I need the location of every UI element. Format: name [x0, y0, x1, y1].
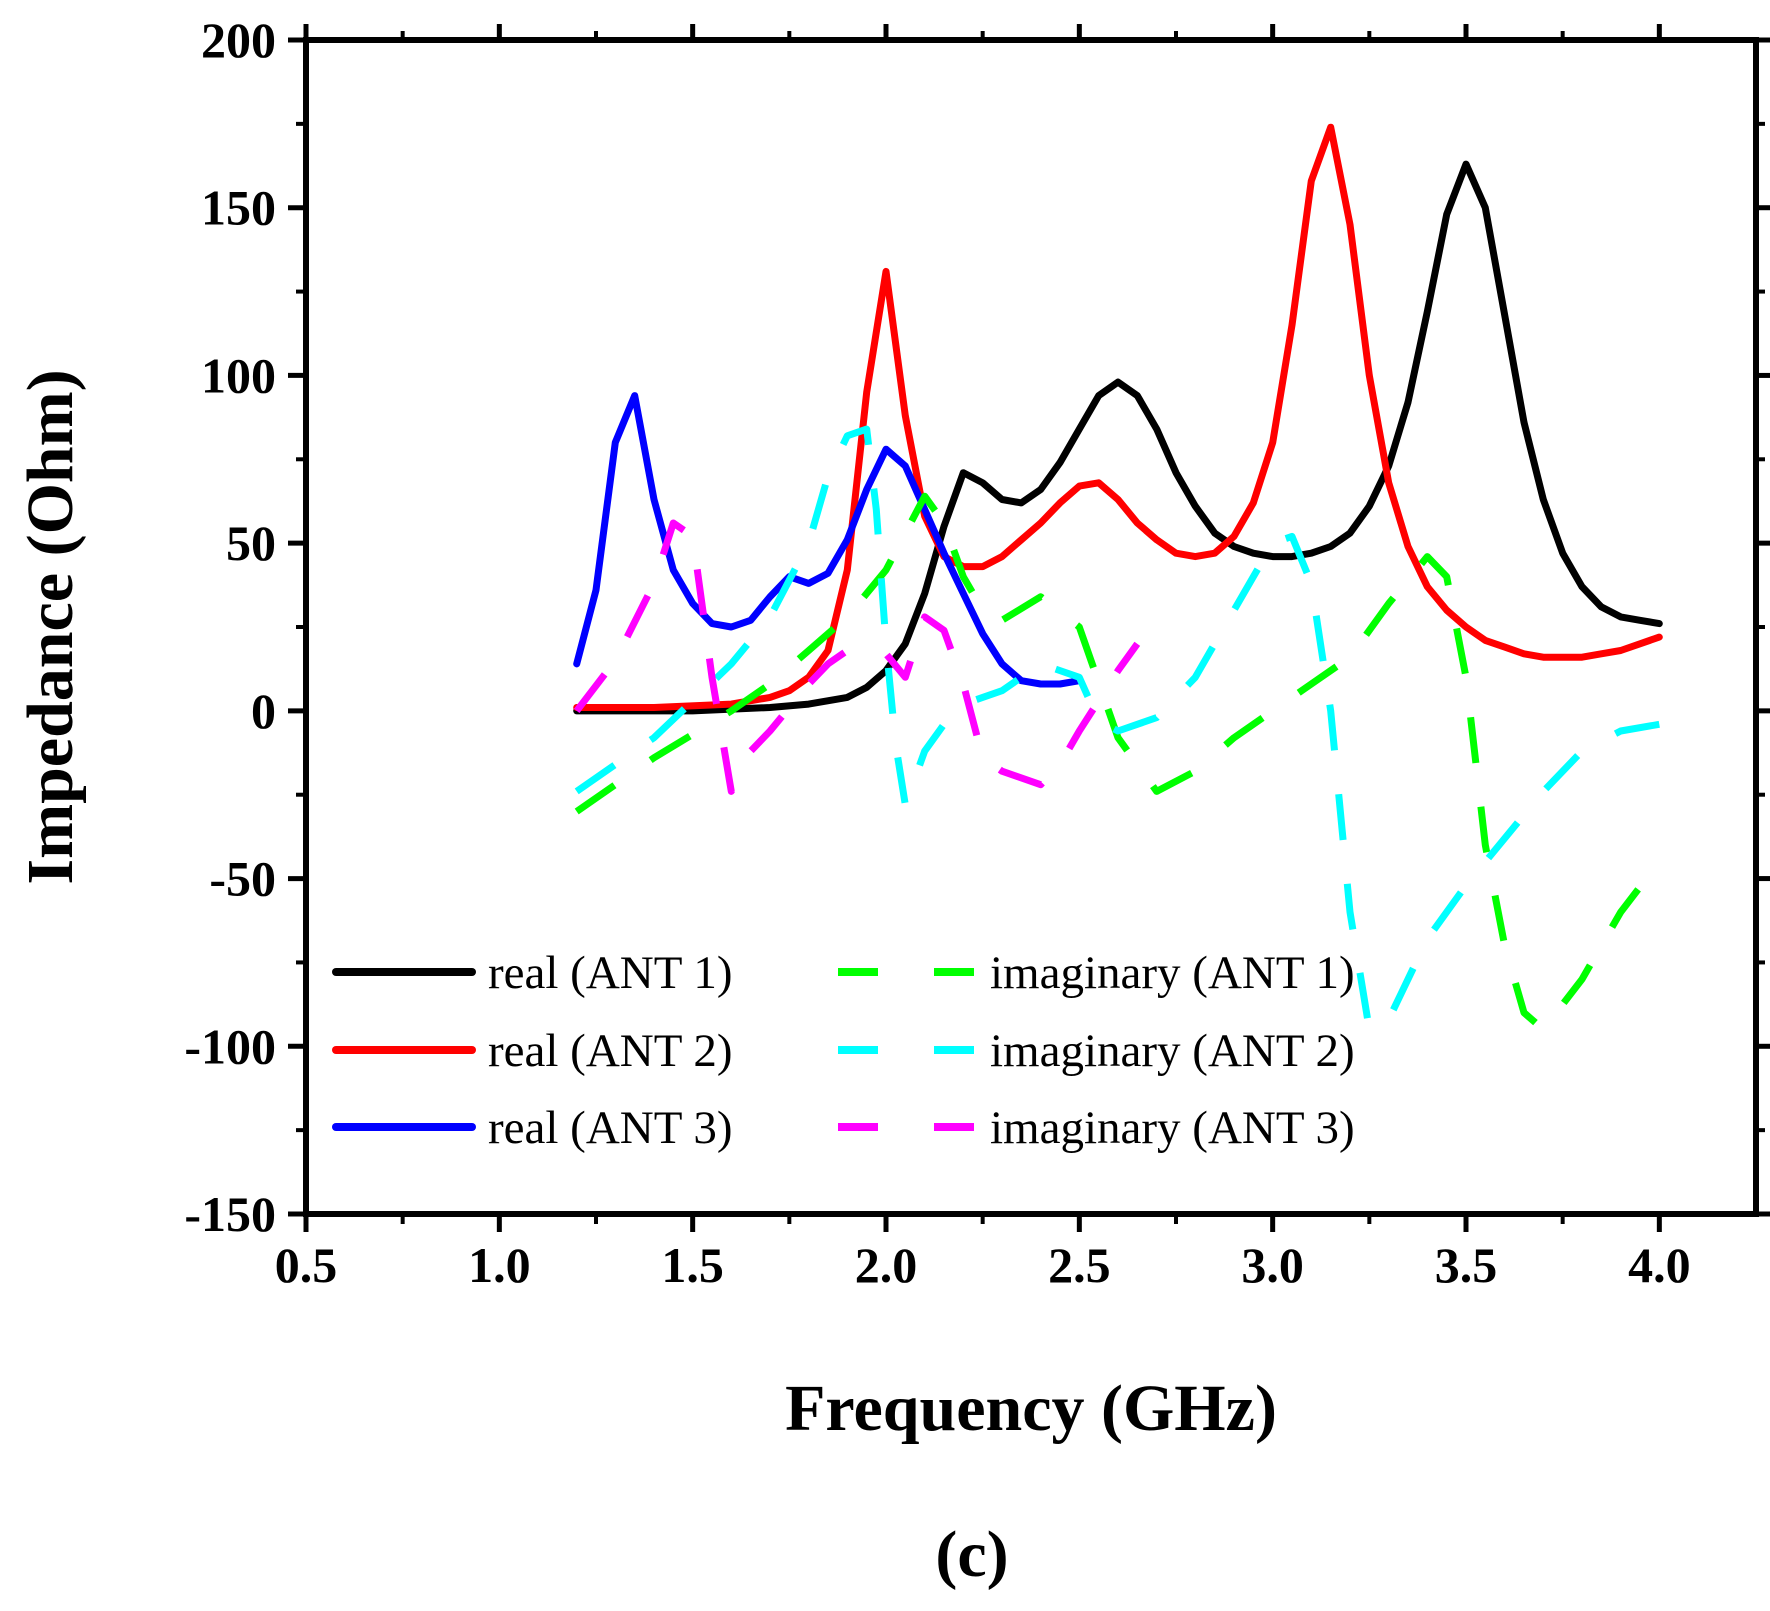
tick-layer: 0.5 1.0 1.5 2.0 2.5 3.0 3.5 4.0 -150 -100 -50 0 50 10… — [184, 12, 1770, 1293]
x-tick-label: 1.5 — [661, 1237, 724, 1293]
series-layer — [573, 123, 1663, 1033]
y-tick-label: 100 — [201, 347, 276, 403]
y-axis-title: Impedance (Ohm) — [14, 369, 87, 884]
y-tick-label: 50 — [226, 515, 276, 571]
y-tick-label: 150 — [201, 180, 276, 236]
x-tick-label: 3.5 — [1435, 1237, 1498, 1293]
y-tick-label: -50 — [209, 851, 276, 907]
x-tick-label: 2.0 — [855, 1237, 918, 1293]
figure-caption: (c) — [935, 1518, 1008, 1591]
x-tick-label: 3.0 — [1241, 1237, 1304, 1293]
legend: real (ANT 1) real (ANT 2) real (ANT 3) imag… — [332, 947, 1355, 1154]
x-tick-label: 1.0 — [468, 1237, 531, 1293]
y-tick-label: -100 — [184, 1018, 276, 1074]
x-tick-label: 0.5 — [275, 1237, 338, 1293]
x-axis-title: Frequency (GHz) — [785, 1372, 1277, 1445]
series-line-4 — [574, 492, 1663, 1033]
series-line-1 — [573, 160, 1663, 715]
legend-label-5: imaginary (ANT 2) — [990, 1025, 1355, 1077]
legend-label-6: imaginary (ANT 3) — [990, 1102, 1355, 1154]
y-tick-label: 200 — [201, 12, 276, 68]
series-line-5 — [574, 425, 1660, 1033]
legend-label-3: real (ANT 3) — [488, 1102, 732, 1154]
legend-label-1: real (ANT 1) — [488, 947, 732, 999]
legend-label-4: imaginary (ANT 1) — [990, 947, 1355, 999]
x-tick-label: 2.5 — [1048, 1237, 1111, 1293]
legend-label-2: real (ANT 2) — [488, 1025, 732, 1077]
y-tick-label: -150 — [184, 1186, 276, 1242]
y-tick-label: 0 — [251, 683, 276, 739]
series-line-2 — [573, 123, 1663, 711]
series-line-3 — [573, 392, 1083, 688]
x-tick-label: 4.0 — [1628, 1237, 1691, 1293]
series-line-6 — [573, 519, 1141, 795]
